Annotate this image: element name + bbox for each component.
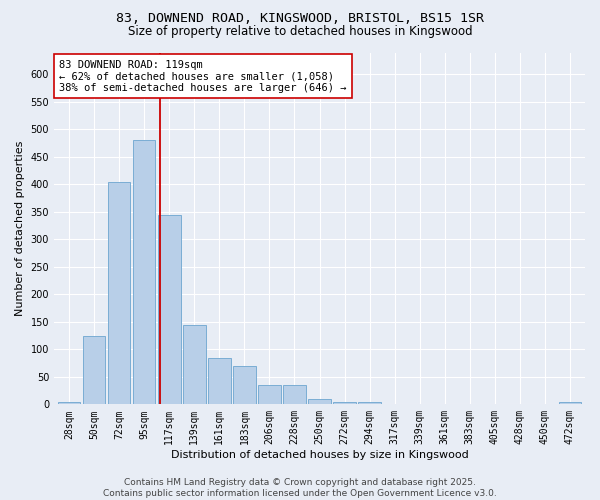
Text: Contains HM Land Registry data © Crown copyright and database right 2025.
Contai: Contains HM Land Registry data © Crown c… <box>103 478 497 498</box>
Y-axis label: Number of detached properties: Number of detached properties <box>15 140 25 316</box>
Bar <box>58 402 80 404</box>
Bar <box>158 214 181 404</box>
Bar <box>559 402 581 404</box>
Bar <box>308 399 331 404</box>
Bar <box>208 358 230 405</box>
Bar <box>258 385 281 404</box>
Text: Size of property relative to detached houses in Kingswood: Size of property relative to detached ho… <box>128 25 472 38</box>
Text: 83 DOWNEND ROAD: 119sqm
← 62% of detached houses are smaller (1,058)
38% of semi: 83 DOWNEND ROAD: 119sqm ← 62% of detache… <box>59 60 347 92</box>
Bar <box>283 385 306 404</box>
Bar <box>133 140 155 404</box>
Bar <box>333 402 356 404</box>
Bar <box>183 324 206 404</box>
Text: 83, DOWNEND ROAD, KINGSWOOD, BRISTOL, BS15 1SR: 83, DOWNEND ROAD, KINGSWOOD, BRISTOL, BS… <box>116 12 484 26</box>
Bar <box>83 336 106 404</box>
Bar <box>358 402 381 404</box>
Bar <box>108 182 130 404</box>
X-axis label: Distribution of detached houses by size in Kingswood: Distribution of detached houses by size … <box>170 450 469 460</box>
Bar <box>233 366 256 405</box>
